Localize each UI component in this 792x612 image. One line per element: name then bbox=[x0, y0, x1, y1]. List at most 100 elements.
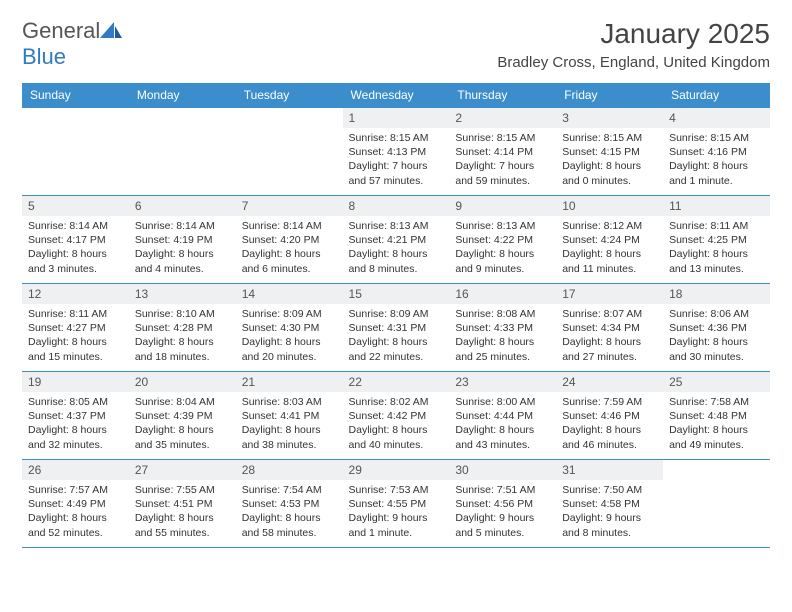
calendar-day-cell: 3Sunrise: 8:15 AMSunset: 4:15 PMDaylight… bbox=[556, 108, 663, 196]
sunrise-text: Sunrise: 7:51 AM bbox=[455, 483, 550, 497]
day-number: 29 bbox=[343, 460, 450, 480]
day-number: 21 bbox=[236, 372, 343, 392]
calendar-day-cell: 21Sunrise: 8:03 AMSunset: 4:41 PMDayligh… bbox=[236, 372, 343, 460]
calendar-day-cell: 1Sunrise: 8:15 AMSunset: 4:13 PMDaylight… bbox=[343, 108, 450, 196]
calendar-day-cell: 6Sunrise: 8:14 AMSunset: 4:19 PMDaylight… bbox=[129, 196, 236, 284]
daylight-text: Daylight: 8 hours and 15 minutes. bbox=[28, 335, 123, 363]
sunset-text: Sunset: 4:53 PM bbox=[242, 497, 337, 511]
day-details: Sunrise: 8:02 AMSunset: 4:42 PMDaylight:… bbox=[343, 392, 450, 457]
calendar-day-cell: 16Sunrise: 8:08 AMSunset: 4:33 PMDayligh… bbox=[449, 284, 556, 372]
sunset-text: Sunset: 4:17 PM bbox=[28, 233, 123, 247]
day-number: 26 bbox=[22, 460, 129, 480]
location: Bradley Cross, England, United Kingdom bbox=[497, 54, 770, 71]
sunset-text: Sunset: 4:34 PM bbox=[562, 321, 657, 335]
calendar-day-cell: 14Sunrise: 8:09 AMSunset: 4:30 PMDayligh… bbox=[236, 284, 343, 372]
calendar-day-cell: 19Sunrise: 8:05 AMSunset: 4:37 PMDayligh… bbox=[22, 372, 129, 460]
day-details: Sunrise: 7:55 AMSunset: 4:51 PMDaylight:… bbox=[129, 480, 236, 545]
calendar-thead: SundayMondayTuesdayWednesdayThursdayFrid… bbox=[22, 83, 770, 108]
calendar-day-cell: 7Sunrise: 8:14 AMSunset: 4:20 PMDaylight… bbox=[236, 196, 343, 284]
day-details: Sunrise: 8:07 AMSunset: 4:34 PMDaylight:… bbox=[556, 304, 663, 369]
day-number: 10 bbox=[556, 196, 663, 216]
day-number: 22 bbox=[343, 372, 450, 392]
day-details: Sunrise: 7:58 AMSunset: 4:48 PMDaylight:… bbox=[663, 392, 770, 457]
sunset-text: Sunset: 4:33 PM bbox=[455, 321, 550, 335]
day-details: Sunrise: 8:08 AMSunset: 4:33 PMDaylight:… bbox=[449, 304, 556, 369]
day-details: Sunrise: 8:12 AMSunset: 4:24 PMDaylight:… bbox=[556, 216, 663, 281]
calendar-day-cell: 24Sunrise: 7:59 AMSunset: 4:46 PMDayligh… bbox=[556, 372, 663, 460]
sunrise-text: Sunrise: 8:15 AM bbox=[562, 131, 657, 145]
day-details: Sunrise: 8:14 AMSunset: 4:20 PMDaylight:… bbox=[236, 216, 343, 281]
calendar-week-row: 19Sunrise: 8:05 AMSunset: 4:37 PMDayligh… bbox=[22, 372, 770, 460]
daylight-text: Daylight: 8 hours and 52 minutes. bbox=[28, 511, 123, 539]
daylight-text: Daylight: 8 hours and 4 minutes. bbox=[135, 247, 230, 275]
calendar-day-cell: 31Sunrise: 7:50 AMSunset: 4:58 PMDayligh… bbox=[556, 460, 663, 548]
calendar-day-cell: 26Sunrise: 7:57 AMSunset: 4:49 PMDayligh… bbox=[22, 460, 129, 548]
calendar-day-cell: 11Sunrise: 8:11 AMSunset: 4:25 PMDayligh… bbox=[663, 196, 770, 284]
calendar-week-row: ......1Sunrise: 8:15 AMSunset: 4:13 PMDa… bbox=[22, 108, 770, 196]
weekday-header: Thursday bbox=[449, 83, 556, 108]
sunrise-text: Sunrise: 8:09 AM bbox=[349, 307, 444, 321]
calendar-day-cell: 8Sunrise: 8:13 AMSunset: 4:21 PMDaylight… bbox=[343, 196, 450, 284]
sunset-text: Sunset: 4:39 PM bbox=[135, 409, 230, 423]
day-number: 20 bbox=[129, 372, 236, 392]
calendar-day-cell: 28Sunrise: 7:54 AMSunset: 4:53 PMDayligh… bbox=[236, 460, 343, 548]
day-details: Sunrise: 8:15 AMSunset: 4:15 PMDaylight:… bbox=[556, 128, 663, 193]
daylight-text: Daylight: 8 hours and 18 minutes. bbox=[135, 335, 230, 363]
calendar-week-row: 26Sunrise: 7:57 AMSunset: 4:49 PMDayligh… bbox=[22, 460, 770, 548]
brand-word1: General bbox=[22, 18, 100, 43]
sunrise-text: Sunrise: 7:59 AM bbox=[562, 395, 657, 409]
day-number: 12 bbox=[22, 284, 129, 304]
daylight-text: Daylight: 9 hours and 1 minute. bbox=[349, 511, 444, 539]
calendar-day-cell: 22Sunrise: 8:02 AMSunset: 4:42 PMDayligh… bbox=[343, 372, 450, 460]
day-number: 27 bbox=[129, 460, 236, 480]
daylight-text: Daylight: 8 hours and 58 minutes. bbox=[242, 511, 337, 539]
daylight-text: Daylight: 8 hours and 3 minutes. bbox=[28, 247, 123, 275]
day-number: 16 bbox=[449, 284, 556, 304]
month-title: January 2025 bbox=[497, 18, 770, 50]
day-details: Sunrise: 8:13 AMSunset: 4:22 PMDaylight:… bbox=[449, 216, 556, 281]
sunrise-text: Sunrise: 8:10 AM bbox=[135, 307, 230, 321]
day-number: 24 bbox=[556, 372, 663, 392]
day-details: Sunrise: 7:57 AMSunset: 4:49 PMDaylight:… bbox=[22, 480, 129, 545]
daylight-text: Daylight: 8 hours and 55 minutes. bbox=[135, 511, 230, 539]
daylight-text: Daylight: 8 hours and 20 minutes. bbox=[242, 335, 337, 363]
calendar-day-cell: .. bbox=[663, 460, 770, 548]
sunrise-text: Sunrise: 8:15 AM bbox=[669, 131, 764, 145]
day-number: 8 bbox=[343, 196, 450, 216]
calendar-day-cell: 30Sunrise: 7:51 AMSunset: 4:56 PMDayligh… bbox=[449, 460, 556, 548]
sunrise-text: Sunrise: 8:04 AM bbox=[135, 395, 230, 409]
sunset-text: Sunset: 4:22 PM bbox=[455, 233, 550, 247]
sunrise-text: Sunrise: 7:55 AM bbox=[135, 483, 230, 497]
sunrise-text: Sunrise: 8:02 AM bbox=[349, 395, 444, 409]
day-number: 31 bbox=[556, 460, 663, 480]
day-details: Sunrise: 8:06 AMSunset: 4:36 PMDaylight:… bbox=[663, 304, 770, 369]
sunrise-text: Sunrise: 7:53 AM bbox=[349, 483, 444, 497]
day-number: 23 bbox=[449, 372, 556, 392]
day-details: Sunrise: 8:14 AMSunset: 4:17 PMDaylight:… bbox=[22, 216, 129, 281]
header: GeneralBlue January 2025 Bradley Cross, … bbox=[22, 18, 770, 71]
sunset-text: Sunset: 4:30 PM bbox=[242, 321, 337, 335]
sunrise-text: Sunrise: 8:12 AM bbox=[562, 219, 657, 233]
sunset-text: Sunset: 4:56 PM bbox=[455, 497, 550, 511]
calendar-table: SundayMondayTuesdayWednesdayThursdayFrid… bbox=[22, 83, 770, 548]
title-block: January 2025 Bradley Cross, England, Uni… bbox=[497, 18, 770, 71]
calendar-day-cell: 10Sunrise: 8:12 AMSunset: 4:24 PMDayligh… bbox=[556, 196, 663, 284]
sunrise-text: Sunrise: 8:14 AM bbox=[135, 219, 230, 233]
sunrise-text: Sunrise: 7:50 AM bbox=[562, 483, 657, 497]
sunset-text: Sunset: 4:21 PM bbox=[349, 233, 444, 247]
daylight-text: Daylight: 9 hours and 5 minutes. bbox=[455, 511, 550, 539]
day-details: Sunrise: 8:11 AMSunset: 4:27 PMDaylight:… bbox=[22, 304, 129, 369]
daylight-text: Daylight: 8 hours and 8 minutes. bbox=[349, 247, 444, 275]
sunset-text: Sunset: 4:41 PM bbox=[242, 409, 337, 423]
daylight-text: Daylight: 8 hours and 13 minutes. bbox=[669, 247, 764, 275]
sunrise-text: Sunrise: 8:00 AM bbox=[455, 395, 550, 409]
sunset-text: Sunset: 4:15 PM bbox=[562, 145, 657, 159]
calendar-day-cell: 9Sunrise: 8:13 AMSunset: 4:22 PMDaylight… bbox=[449, 196, 556, 284]
calendar-day-cell: 17Sunrise: 8:07 AMSunset: 4:34 PMDayligh… bbox=[556, 284, 663, 372]
sunset-text: Sunset: 4:31 PM bbox=[349, 321, 444, 335]
day-number: 9 bbox=[449, 196, 556, 216]
brand-logo: GeneralBlue bbox=[22, 18, 122, 70]
calendar-day-cell: 20Sunrise: 8:04 AMSunset: 4:39 PMDayligh… bbox=[129, 372, 236, 460]
day-number: 19 bbox=[22, 372, 129, 392]
day-details: Sunrise: 8:05 AMSunset: 4:37 PMDaylight:… bbox=[22, 392, 129, 457]
